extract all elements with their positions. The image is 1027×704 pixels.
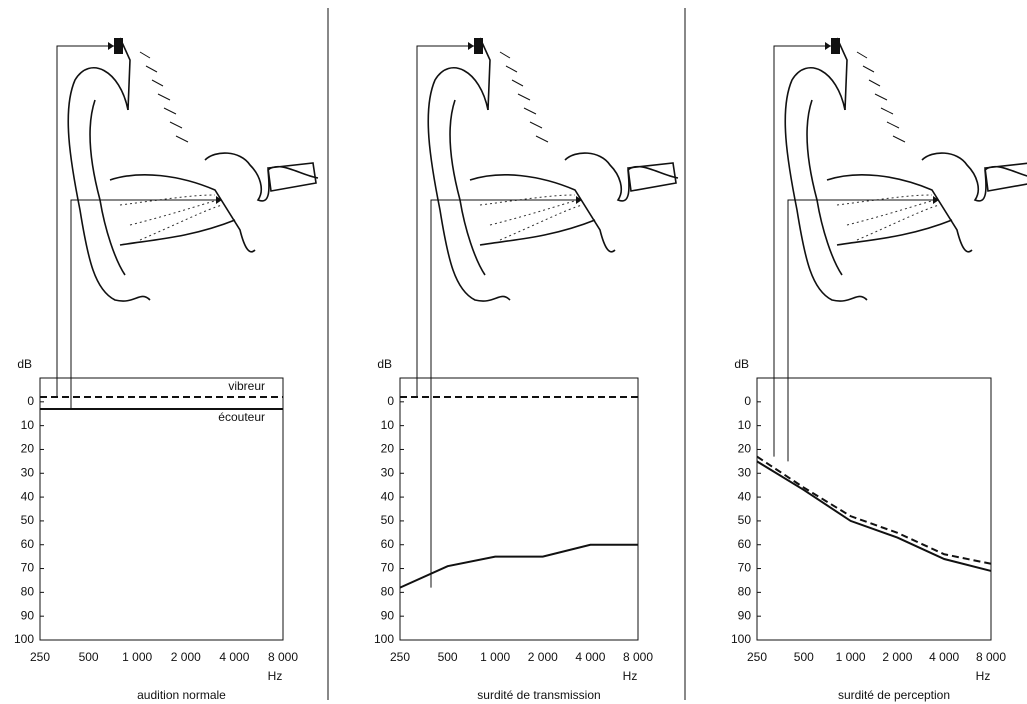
x-tick-label: 1 000 [836, 650, 866, 664]
y-tick-label: 100 [14, 632, 34, 646]
ear-illustration [427, 37, 679, 302]
y-tick-label: 60 [738, 537, 752, 551]
y-tick-label: 70 [738, 561, 752, 575]
x-tick-label: 8 000 [976, 650, 1006, 664]
y-axis-label: dB [377, 357, 392, 371]
x-tick-label: 4 000 [575, 650, 605, 664]
chart-title: audition normale [137, 688, 226, 702]
x-tick-label: 500 [794, 650, 814, 664]
y-tick-label: 20 [21, 442, 35, 456]
connector [416, 45, 474, 398]
y-tick-label: 20 [738, 442, 752, 456]
y-tick-label: 10 [738, 418, 752, 432]
series-label: vibreur [228, 379, 265, 393]
chart-title: surdité de perception [838, 688, 950, 702]
plot-frame [756, 377, 992, 641]
x-axis-label: Hz [976, 669, 991, 683]
x-tick-label: 2 000 [171, 650, 201, 664]
connector [787, 199, 935, 462]
y-tick-label: 80 [381, 585, 395, 599]
line-series [756, 460, 992, 572]
ear-illustration [67, 37, 319, 302]
y-tick-label: 10 [21, 418, 35, 432]
x-tick-label: 2 000 [882, 650, 912, 664]
ear-illustration [784, 37, 1027, 302]
x-tick-label: 1 000 [122, 650, 152, 664]
connector [773, 45, 831, 457]
y-tick-label: 0 [744, 394, 751, 408]
y-tick-label: 50 [381, 513, 395, 527]
arrowhead [468, 42, 582, 204]
y-axis-label: dB [17, 357, 32, 371]
x-tick-label: 500 [438, 650, 458, 664]
y-tick-label: 40 [21, 489, 35, 503]
y-tick-label: 30 [738, 465, 752, 479]
y-tick-label: 100 [731, 632, 751, 646]
y-tick-label: 0 [27, 394, 34, 408]
plot-frame [39, 377, 284, 641]
x-tick-label: 1 000 [480, 650, 510, 664]
y-tick-label: 50 [21, 513, 35, 527]
x-tick-label: 8 000 [623, 650, 653, 664]
series-label: écouteur [218, 410, 265, 424]
y-tick-label: 90 [381, 608, 395, 622]
y-tick-label: 40 [381, 489, 395, 503]
y-tick-label: 40 [738, 489, 752, 503]
connector [70, 199, 218, 409]
y-tick-label: 10 [381, 418, 395, 432]
chart-title: surdité de transmission [477, 688, 600, 702]
y-tick-label: 50 [738, 513, 752, 527]
y-tick-label: 60 [381, 537, 395, 551]
y-tick-label: 0 [387, 394, 394, 408]
y-tick-label: 30 [381, 465, 395, 479]
x-tick-label: 4 000 [219, 650, 249, 664]
y-tick-label: 90 [21, 608, 35, 622]
y-tick-label: 20 [381, 442, 395, 456]
x-axis-label: Hz [268, 669, 283, 683]
y-tick-label: 60 [21, 537, 35, 551]
y-tick-label: 30 [21, 465, 35, 479]
x-tick-label: 8 000 [268, 650, 298, 664]
x-tick-label: 2 000 [528, 650, 558, 664]
connector [430, 199, 578, 588]
y-tick-label: 70 [381, 561, 395, 575]
y-tick-label: 80 [738, 585, 752, 599]
x-tick-label: 500 [79, 650, 99, 664]
plot-frame [399, 377, 639, 641]
x-tick-label: 250 [747, 650, 767, 664]
arrowhead [825, 42, 939, 204]
y-axis-label: dB [734, 357, 749, 371]
line-series [756, 455, 992, 565]
y-tick-label: 70 [21, 561, 35, 575]
x-tick-label: 250 [390, 650, 410, 664]
x-axis-label: Hz [623, 669, 638, 683]
x-tick-label: 4 000 [929, 650, 959, 664]
line-series [399, 543, 638, 589]
y-tick-label: 80 [21, 585, 35, 599]
arrowhead [108, 42, 222, 204]
y-tick-label: 100 [374, 632, 394, 646]
x-tick-label: 250 [30, 650, 50, 664]
connector [56, 45, 114, 398]
y-tick-label: 90 [738, 608, 752, 622]
